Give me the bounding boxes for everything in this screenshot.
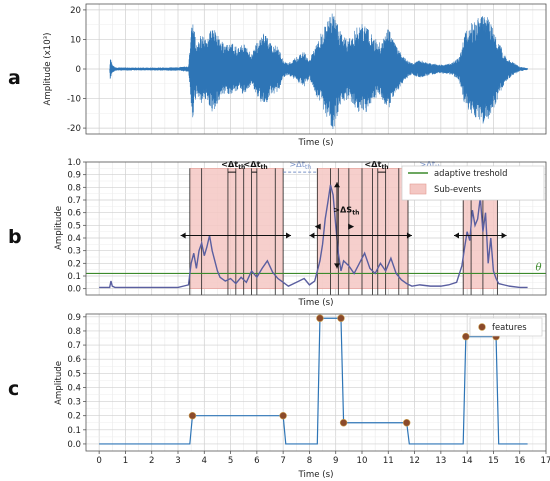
panel-b-span-arrow-head xyxy=(180,232,186,239)
panel-b-legend-label: adaptive treshold xyxy=(434,168,507,178)
panel-c-ytick-label: 0.3 xyxy=(67,398,81,408)
panel-b-span-arrow-head xyxy=(454,232,459,239)
panel-b-ytick-label: 0.7 xyxy=(67,196,81,206)
panel-b-ylabel: Amplitude xyxy=(54,206,64,250)
panel-c-feature-point xyxy=(337,314,345,322)
panel-c-xtick-label: 0 xyxy=(96,456,101,466)
panel-b-span-arrow-head xyxy=(501,232,507,239)
panel-b-span-arrow-head xyxy=(286,232,292,239)
panel-c-ytick-label: 0.4 xyxy=(67,383,81,393)
panel-b-ytick-label: 0.6 xyxy=(67,209,81,219)
panel-c-feature-line xyxy=(99,317,528,445)
panel-c-feature-point xyxy=(316,314,324,322)
panel-b-signal-line xyxy=(99,184,528,289)
panel-b-annotation: <Δtth xyxy=(221,159,245,171)
panel-c-ytick-label: 0.9 xyxy=(67,313,81,323)
panel-b-ytick-label: 0.4 xyxy=(67,234,81,244)
panel-c-feature-point xyxy=(339,419,348,427)
panel-c-feature-point xyxy=(462,332,470,341)
panel-b-xlabel: Time (s) xyxy=(298,298,334,308)
panel-c-legend-label: features xyxy=(492,322,527,332)
panel-a-ytick-label: 10 xyxy=(70,35,81,45)
panel-c-xtick-label: 11 xyxy=(383,456,394,466)
panel-c-legend: features xyxy=(469,317,543,337)
panel-b-ds-arrow-head xyxy=(334,182,341,188)
panel-c-legend-box xyxy=(469,317,543,337)
panel-c-legend-dot xyxy=(478,323,486,331)
panel-c-feature-point xyxy=(279,411,287,420)
panel-c-frame xyxy=(85,313,547,452)
panel-b-chart: θ <Δtth<Δtth>Δtth<Δtth>Δtth>ΔSth 0.00.10… xyxy=(54,158,547,308)
panel-b-frame xyxy=(85,161,547,296)
panel-b-ytick-label: 0.1 xyxy=(67,272,81,282)
panel-b-legend-box xyxy=(401,165,545,201)
panel-b-ytick-label: 0.0 xyxy=(67,285,81,295)
panel-c-xtick-label: 3 xyxy=(175,456,180,466)
panel-a-ytick-label: -10 xyxy=(67,95,81,105)
panel-a-waveform xyxy=(109,13,528,129)
panel-letter-c: c xyxy=(8,378,19,400)
panel-c-xtick-label: 17 xyxy=(541,456,550,466)
panel-b-ds-arrow-head xyxy=(334,263,341,269)
panel-c-xtick-label: 13 xyxy=(435,456,446,466)
panel-c-ytick-label: 0.2 xyxy=(67,412,81,422)
panel-b-subevent xyxy=(317,168,409,289)
panel-c-xlabel: Time (s) xyxy=(298,470,334,480)
panel-c-xtick-label: 5 xyxy=(228,456,233,466)
panel-b-ytick-label: 0.8 xyxy=(67,183,81,193)
panel-c-feature-point xyxy=(188,411,197,420)
panel-c-xtick-label: 15 xyxy=(488,456,499,466)
panel-c-ytick-label: 0.5 xyxy=(67,369,81,379)
panel-b-ytick-label: 0.9 xyxy=(67,171,81,181)
panel-b-annotation: >ΔSth xyxy=(333,205,359,217)
panel-c-xtick-label: 16 xyxy=(514,456,525,466)
panel-b-span-arrow-head xyxy=(309,232,315,239)
panel-a-xlabel: Time (s) xyxy=(298,138,334,148)
panel-c-ytick-label: 0.1 xyxy=(67,426,81,436)
panel-b-annotation: <Δtth xyxy=(364,159,388,171)
panel-b-ytick-label: 0.3 xyxy=(67,247,81,257)
panel-a-ylabel: Amplitude (x10³) xyxy=(43,33,53,106)
panel-c-xtick-label: 4 xyxy=(202,456,207,466)
panel-c-xtick-label: 2 xyxy=(149,456,154,466)
panel-a-chart: -20 -10 0 10 20 Amplitude (x10³) Time (s) xyxy=(43,3,547,148)
panel-c-xtick-label: 7 xyxy=(280,456,285,466)
panel-c-xtick-label: 6 xyxy=(254,456,259,466)
panel-b-legend-label: Sub-events xyxy=(434,184,481,194)
panel-b-ytick-label: 0.2 xyxy=(67,259,81,269)
panel-c-xtick-label: 8 xyxy=(307,456,312,466)
panel-b-subevent xyxy=(189,168,284,289)
panel-c-xtick-label: 12 xyxy=(409,456,420,466)
panel-b-legend-patch-swatch xyxy=(409,183,427,195)
panel-letter-a: a xyxy=(8,67,21,89)
panel-b-span-arrow-head xyxy=(406,232,412,239)
panel-c-xtick-label: 9 xyxy=(333,456,338,466)
panel-letter-b: b xyxy=(8,226,22,248)
panel-b-ytick-label: 1.0 xyxy=(67,158,81,168)
panel-c-ytick-label: 0.6 xyxy=(67,355,81,365)
panel-b-legend: adaptive treshold Sub-events xyxy=(401,165,545,201)
panel-c-ytick-label: 0.0 xyxy=(67,440,81,450)
panel-b-marker-head xyxy=(314,223,321,230)
panel-a-ytick-label: 20 xyxy=(70,6,81,16)
panel-b-marker-head xyxy=(348,223,355,230)
panel-b-ytick-label: 0.5 xyxy=(67,221,81,231)
panel-c-ytick-label: 0.7 xyxy=(67,341,81,351)
panel-a-ytick-label: 0 xyxy=(76,65,81,75)
panel-c-feature-point xyxy=(402,419,411,427)
panel-b-threshold-label: θ xyxy=(535,262,541,273)
panel-c-xtick-label: 10 xyxy=(357,456,368,466)
panel-c-xtick-label: 1 xyxy=(123,456,128,466)
panel-b-annotation: <Δtth xyxy=(243,159,267,171)
panel-c-ylabel: Amplitude xyxy=(54,361,64,405)
panel-b-annotation: >Δtth xyxy=(289,159,311,171)
panel-a-ytick-label: -20 xyxy=(67,124,81,134)
panel-c-xtick-label: 14 xyxy=(462,456,473,466)
panel-c-ytick-label: 0.8 xyxy=(67,327,81,337)
